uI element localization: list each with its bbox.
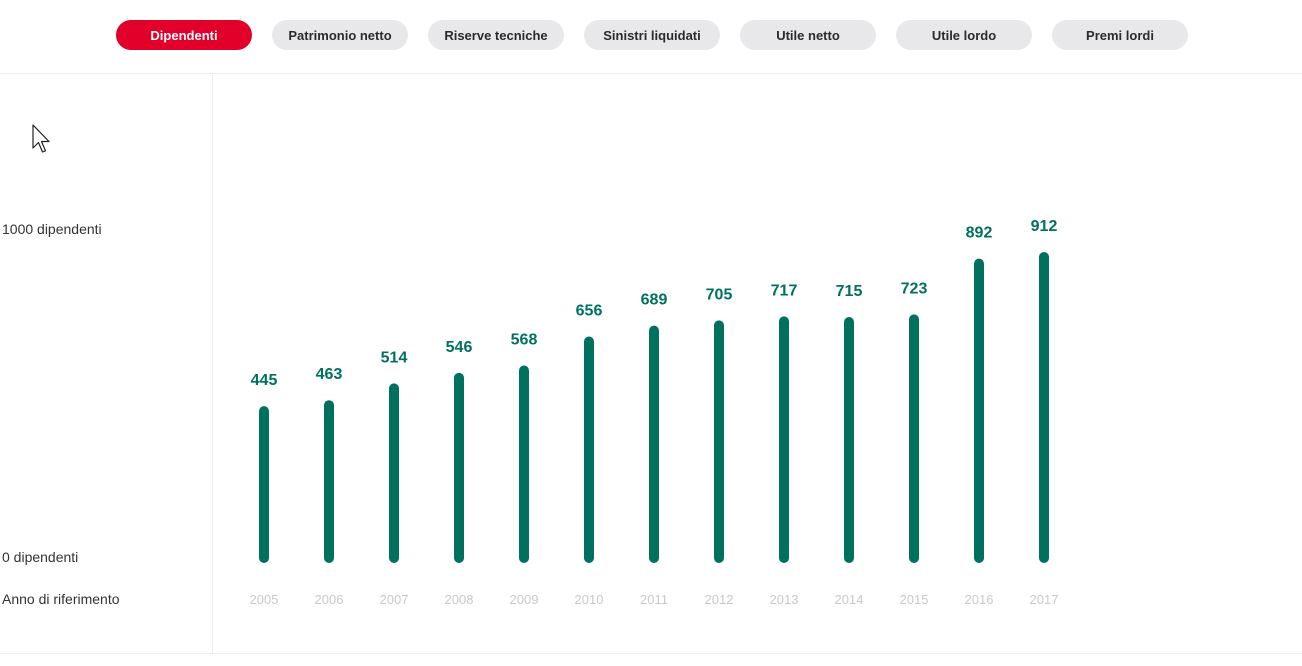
data-label-2007: 514 [381,349,408,366]
y-axis-top-label: 1000 dipendenti [2,221,102,237]
category-tabs: Dipendenti Patrimonio netto Riserve tecn… [0,0,1302,74]
y-axis-bottom-label: 0 dipendenti [2,549,79,565]
data-label-2017: 912 [1031,218,1058,235]
axis-divider [212,75,213,653]
x-tick-2015: 2015 [900,592,929,607]
x-tick-2005: 2005 [250,592,279,607]
tab-riserve-tecniche[interactable]: Riserve tecniche [428,20,564,50]
data-label-2005: 445 [251,372,278,389]
x-tick-2017: 2017 [1030,592,1059,607]
x-tick-2007: 2007 [380,592,409,607]
x-tick-2016: 2016 [965,592,994,607]
data-label-2008: 546 [446,339,473,356]
tab-patrimonio-netto[interactable]: Patrimonio netto [272,20,408,50]
tab-premi-lordi[interactable]: Premi lordi [1052,20,1188,50]
tab-sinistri-liquidati[interactable]: Sinistri liquidati [584,20,720,50]
x-tick-2012: 2012 [705,592,734,607]
data-label-2012: 705 [706,286,733,303]
x-tick-2009: 2009 [510,592,539,607]
x-tick-2006: 2006 [315,592,344,607]
data-label-2016: 892 [966,225,993,242]
tab-dipendenti[interactable]: Dipendenti [116,20,252,50]
x-tick-2014: 2014 [835,592,864,607]
data-label-2010: 656 [576,303,603,320]
data-label-2013: 717 [771,282,798,299]
x-tick-2008: 2008 [445,592,474,607]
x-tick-2010: 2010 [575,592,604,607]
data-label-2015: 723 [901,280,928,297]
data-label-2014: 715 [836,283,863,300]
x-tick-2011: 2011 [640,592,668,607]
tab-utile-lordo[interactable]: Utile lordo [896,20,1032,50]
bottom-divider [0,653,1302,654]
data-label-2011: 689 [641,292,668,309]
data-label-2006: 463 [316,366,343,383]
mouse-cursor-icon [32,124,50,153]
x-tick-2013: 2013 [770,592,799,607]
tab-utile-netto[interactable]: Utile netto [740,20,876,50]
data-label-2009: 568 [511,332,538,349]
x-axis-label: Anno di riferimento [2,591,120,607]
